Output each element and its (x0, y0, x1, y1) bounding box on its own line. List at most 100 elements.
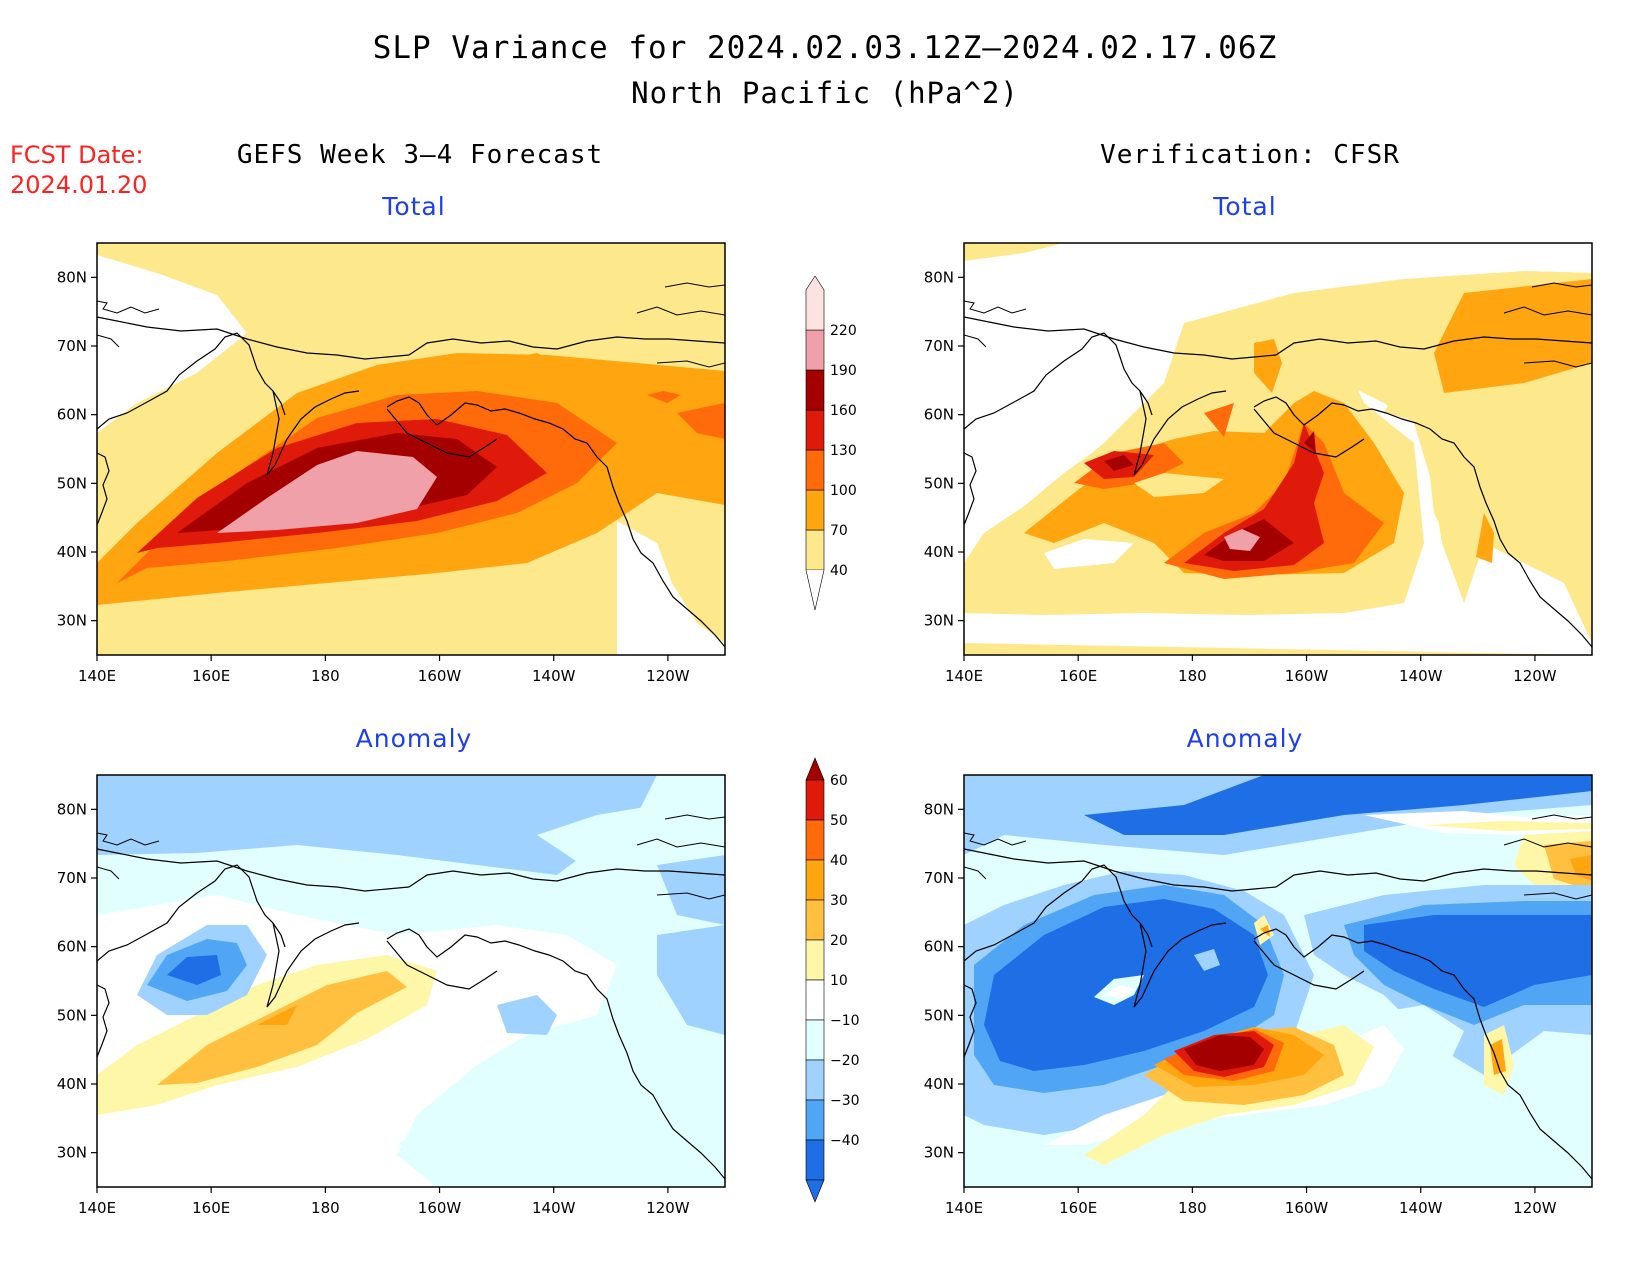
colorbar-level-label: 40 (830, 853, 848, 869)
anomaly-colorbar: 60 50 40 30 20 10 −10 −20 −30 −40 (805, 757, 860, 1203)
lat-tick-label: 40N (924, 1075, 954, 1093)
lat-tick-label: 30N (57, 1144, 87, 1162)
lat-tick-label: 70N (57, 869, 87, 887)
colorbar-level-label: 70 (830, 523, 848, 539)
colorbar-swatch (805, 489, 825, 531)
colorbar-level-label: 130 (830, 443, 857, 459)
obs-total-axes: 140E 160E 180 160W 140W 120W 30N 40N 50N 60N 70N 80… (924, 268, 1557, 685)
colorbar-swatch (805, 1059, 825, 1101)
map-frame (96, 242, 726, 656)
lat-tick-label: 30N (57, 612, 87, 630)
right-column-title: Verification: CFSR (1100, 140, 1400, 170)
colorbar-swatch (805, 449, 825, 491)
map-frame (963, 242, 1593, 656)
lon-tick-label: 160W (1285, 1199, 1329, 1217)
colorbar-swatch (805, 1099, 825, 1141)
colorbar-swatch (805, 939, 825, 981)
lat-tick-label: 80N (924, 800, 954, 818)
colorbar-level-label: 20 (830, 933, 848, 949)
lat-tick-label: 70N (924, 869, 954, 887)
lat-tick-label: 70N (924, 337, 954, 355)
colorbar-end-triangle (805, 757, 825, 781)
lat-tick-label: 50N (57, 474, 87, 492)
lon-tick-label: 120W (1513, 667, 1557, 685)
colorbar-level-label: 160 (830, 403, 857, 419)
lon-tick-label: 140E (945, 1199, 983, 1217)
map-frame (963, 774, 1593, 1188)
colorbar-swatch (805, 819, 825, 861)
obs-total-panel: 140E 160E 180 160W 140W 120W 30N 40N 50N 60N 70N 80… (924, 242, 1593, 685)
lat-tick-label: 80N (57, 800, 87, 818)
lon-tick-label: 140W (1399, 1199, 1443, 1217)
lon-tick-label: 120W (646, 1199, 690, 1217)
lat-tick-label: 80N (924, 268, 954, 286)
forecast-date-value: 2024.01.20 (10, 171, 148, 199)
lon-tick-label: 160E (1059, 667, 1097, 685)
colorbar-swatch (805, 409, 825, 451)
colorbar-swatch (805, 329, 825, 371)
colorbar-swatch (805, 899, 825, 941)
obs-anomaly-title: Anomaly (1186, 724, 1304, 753)
lat-tick-label: 60N (924, 938, 954, 956)
map-frame (96, 774, 726, 1188)
lat-tick-label: 40N (57, 1075, 87, 1093)
lat-tick-label: 50N (57, 1006, 87, 1024)
colorbar-level-label: 190 (830, 363, 857, 379)
lat-tick-label: 40N (57, 543, 87, 561)
colorbar-end-triangle (805, 1179, 825, 1203)
fcst-anomaly-title: Anomaly (355, 724, 473, 753)
lat-tick-label: 40N (924, 543, 954, 561)
fcst-total-title: Total (382, 192, 446, 221)
lon-tick-label: 160E (1059, 1199, 1097, 1217)
lat-tick-label: 60N (57, 406, 87, 424)
obs-total-title: Total (1213, 192, 1277, 221)
lon-tick-label: 180 (311, 667, 340, 685)
lon-tick-label: 160E (192, 667, 230, 685)
colorbar-level-label: 10 (830, 973, 848, 989)
colorbar-level-label: −10 (830, 1013, 860, 1029)
colorbar-end-triangle (805, 569, 825, 611)
lon-tick-label: 180 (311, 1199, 340, 1217)
fcst-anomaly-panel: 140E 160E 180 160W 140W 120W 30N 40N 50N 60N 70N 80… (57, 774, 726, 1217)
lon-tick-label: 140E (78, 1199, 116, 1217)
lon-tick-label: 140E (78, 667, 116, 685)
lon-tick-label: 160W (418, 667, 462, 685)
lon-tick-label: 140W (532, 1199, 576, 1217)
colorbar-level-label: −30 (830, 1093, 860, 1109)
lat-tick-label: 80N (57, 268, 87, 286)
lat-tick-label: 30N (924, 612, 954, 630)
lon-tick-label: 140W (1399, 667, 1443, 685)
colorbar-level-label: −40 (830, 1133, 860, 1149)
total-colorbar: 40 70 100 130 160 190 220 (805, 275, 857, 611)
colorbar-level-label: 40 (830, 563, 848, 579)
lon-tick-label: 180 (1178, 667, 1207, 685)
colorbar-swatch (805, 779, 825, 821)
figure-title: SLP Variance for 2024.02.03.12Z–2024.02.… (372, 30, 1278, 66)
lat-tick-label: 70N (57, 337, 87, 355)
lat-tick-label: 30N (924, 1144, 954, 1162)
colorbar-swatch (805, 979, 825, 1021)
colorbar-level-label: −20 (830, 1053, 860, 1069)
colorbar-level-label: 60 (830, 773, 848, 789)
colorbar-level-label: 30 (830, 893, 848, 909)
lon-tick-label: 160E (192, 1199, 230, 1217)
obs-anomaly-axes: 140E 160E 180 160W 140W 120W 30N 40N 50N 60N 70N 80… (924, 800, 1557, 1217)
colorbar-level-label: 50 (830, 813, 848, 829)
forecast-date: FCST Date: 2024.01.20 (10, 140, 147, 200)
lat-tick-label: 60N (57, 938, 87, 956)
lon-tick-label: 160W (1285, 667, 1329, 685)
lon-tick-label: 140E (945, 667, 983, 685)
lat-tick-label: 50N (924, 1006, 954, 1024)
lat-tick-label: 50N (924, 474, 954, 492)
left-column-title: GEFS Week 3–4 Forecast (236, 140, 604, 170)
forecast-date-label: FCST Date: (10, 141, 144, 169)
colorbar-swatch (805, 529, 825, 571)
lon-tick-label: 140W (532, 667, 576, 685)
obs-anomaly-panel: 140E 160E 180 160W 140W 120W 30N 40N 50N 60N 70N 80… (924, 774, 1593, 1217)
lon-tick-label: 180 (1178, 1199, 1207, 1217)
colorbar-level-label: 100 (830, 483, 857, 499)
lon-tick-label: 120W (646, 667, 690, 685)
fcst-total-axes: 140E 160E 180 160W 140W 120W 30N 40N 50N 60N 70N 80… (57, 268, 690, 685)
lat-tick-label: 60N (924, 406, 954, 424)
